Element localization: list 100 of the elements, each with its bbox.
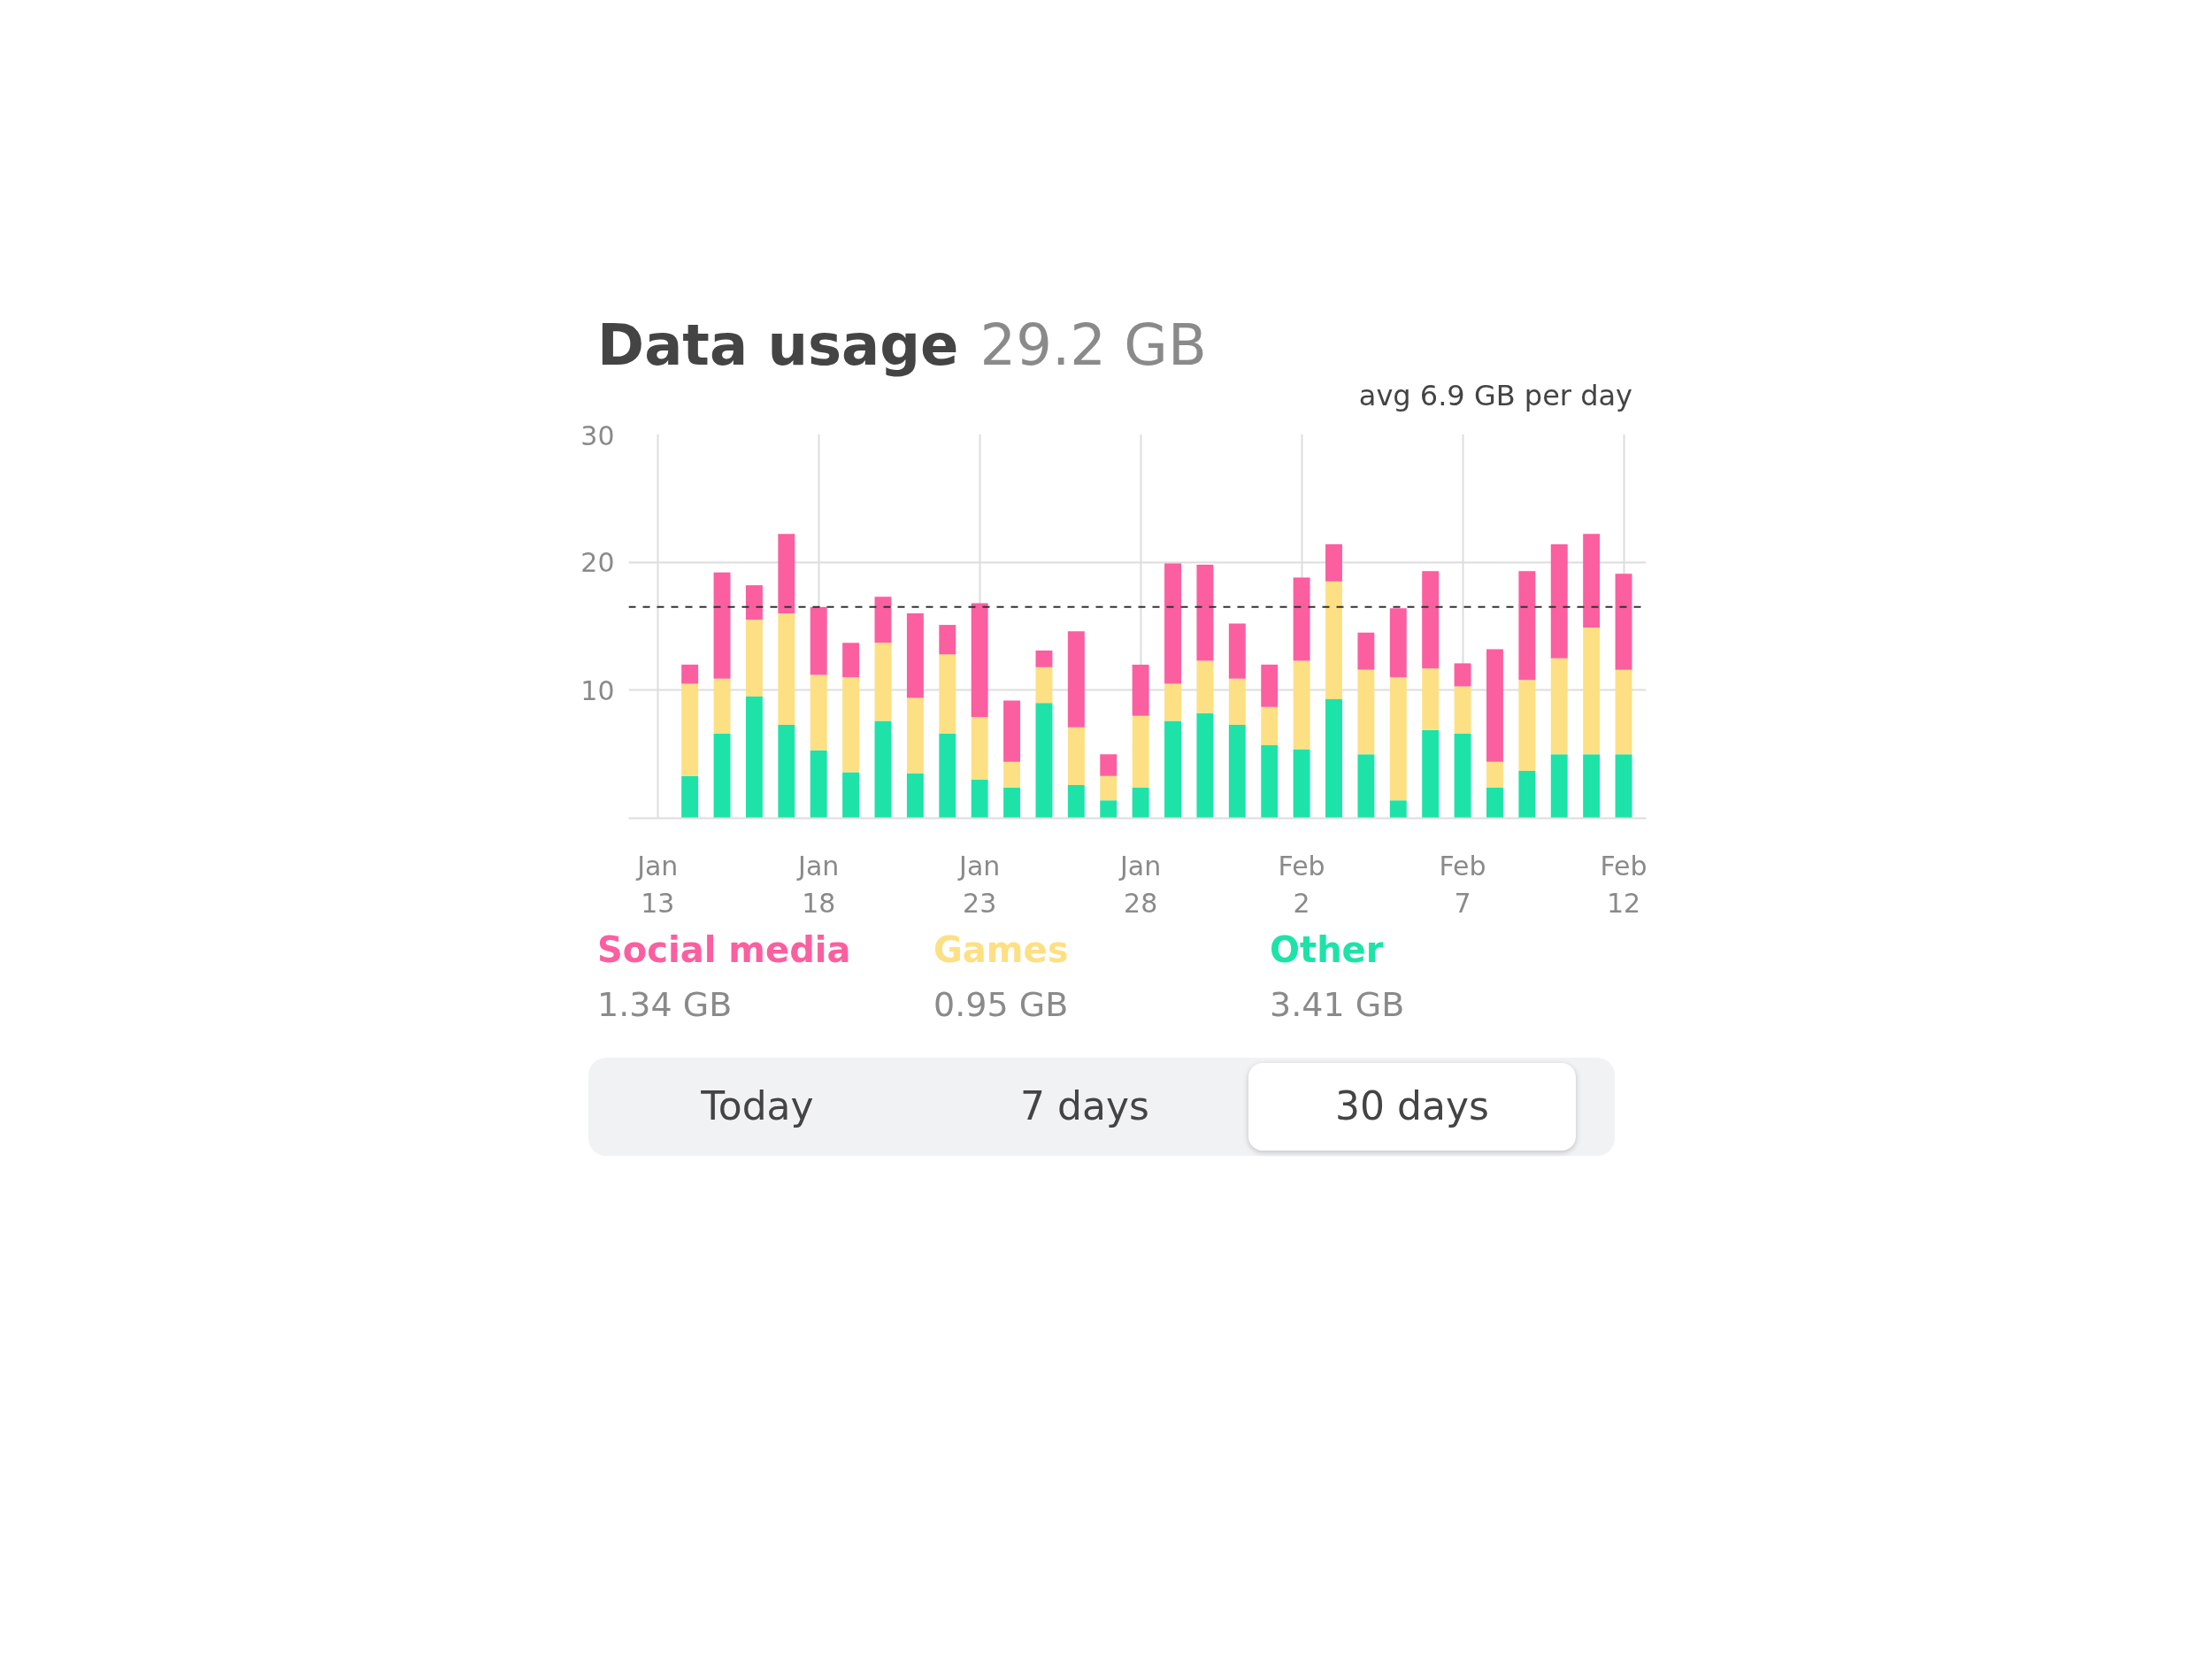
bar xyxy=(1003,761,1021,788)
text: 0.95 GB xyxy=(933,984,1070,1027)
bar xyxy=(1325,698,1342,819)
bar xyxy=(1164,720,1181,819)
bar xyxy=(745,585,763,620)
bar xyxy=(1357,754,1375,819)
bar xyxy=(1261,706,1279,746)
bar xyxy=(1550,754,1568,819)
bar xyxy=(1067,784,1085,819)
x-tick-label: Feb 7 xyxy=(1439,850,1486,919)
text: Games xyxy=(933,928,1070,972)
bar xyxy=(1422,668,1440,730)
bar xyxy=(1486,761,1503,788)
bar xyxy=(1550,543,1568,658)
x-tick-label: Jan 13 xyxy=(635,850,679,919)
bar xyxy=(713,572,731,679)
x-tick-label: Jan 28 xyxy=(1118,850,1162,919)
text: Other xyxy=(1270,928,1385,972)
bar xyxy=(1293,577,1310,661)
bar xyxy=(1615,754,1632,819)
bar xyxy=(874,597,892,643)
bar xyxy=(1067,631,1085,728)
bar xyxy=(1196,660,1214,713)
bar xyxy=(1454,686,1471,735)
bar xyxy=(1228,724,1246,819)
bar xyxy=(842,643,860,678)
bar xyxy=(1325,543,1342,581)
x-tick-label: Feb 2 xyxy=(1278,850,1325,919)
bar xyxy=(1035,703,1053,819)
bar xyxy=(1164,563,1181,684)
bar xyxy=(939,734,956,819)
bar xyxy=(810,750,827,819)
bar xyxy=(1132,715,1149,788)
bar xyxy=(1196,565,1214,661)
bar xyxy=(1100,800,1118,819)
bar xyxy=(1518,571,1536,681)
bar xyxy=(1228,678,1246,725)
bar xyxy=(681,775,699,819)
bar xyxy=(874,720,892,819)
bar xyxy=(1067,727,1085,785)
bar xyxy=(842,772,860,819)
bar xyxy=(1196,712,1214,819)
bar xyxy=(939,654,956,735)
bar xyxy=(1132,664,1149,716)
y-tick-label: 20 xyxy=(580,547,615,579)
bar xyxy=(1486,787,1503,819)
bar xyxy=(1357,632,1375,670)
bar xyxy=(971,603,988,718)
bar xyxy=(810,674,827,751)
bar xyxy=(1132,787,1149,819)
bar xyxy=(1615,574,1632,670)
bar xyxy=(713,734,731,819)
bar xyxy=(1486,649,1503,762)
bar xyxy=(1518,680,1536,771)
bar xyxy=(906,613,924,698)
bar xyxy=(1550,658,1568,755)
bar xyxy=(1389,677,1407,801)
bar xyxy=(906,773,924,819)
text: 1.34 GB xyxy=(597,984,733,1027)
bar xyxy=(745,697,763,819)
text: avg 6.9 GB per day xyxy=(1358,379,1632,412)
bar xyxy=(1261,745,1279,819)
bar xyxy=(1422,729,1440,819)
text: 7 days xyxy=(1019,1082,1150,1130)
bar xyxy=(1357,669,1375,755)
bar xyxy=(810,606,827,675)
bar xyxy=(1615,669,1632,755)
bar xyxy=(1293,660,1310,750)
bar xyxy=(778,724,795,819)
bar xyxy=(1454,663,1471,687)
text: Social media xyxy=(597,928,852,972)
bar xyxy=(1454,734,1471,819)
bar xyxy=(1583,627,1601,755)
bar xyxy=(1100,754,1118,776)
bar xyxy=(1228,623,1246,679)
bar xyxy=(1422,571,1440,669)
bar xyxy=(1583,754,1601,819)
x-tick-label: Feb 12 xyxy=(1600,850,1647,919)
bar xyxy=(1035,666,1053,704)
y-tick-label: 10 xyxy=(580,674,615,706)
chart-title: Data usage xyxy=(597,312,959,378)
bar xyxy=(971,717,988,781)
bar xyxy=(778,534,795,614)
bar xyxy=(1035,650,1053,667)
bar xyxy=(1003,787,1021,819)
bar xyxy=(1389,608,1407,678)
x-tick-label: Jan 18 xyxy=(796,850,840,919)
x-tick-label: Jan 23 xyxy=(957,850,1001,919)
bar xyxy=(1518,770,1536,819)
bar xyxy=(1325,581,1342,699)
text: 3.41 GB xyxy=(1270,984,1406,1027)
bar xyxy=(778,613,795,725)
bar xyxy=(1164,683,1181,721)
chart-subtitle: 29.2 GB xyxy=(979,312,1207,378)
bar xyxy=(681,683,699,776)
bar xyxy=(1100,775,1118,801)
bar xyxy=(1583,534,1601,628)
bar xyxy=(713,678,731,735)
bar xyxy=(1261,664,1279,707)
bar xyxy=(1003,700,1021,762)
